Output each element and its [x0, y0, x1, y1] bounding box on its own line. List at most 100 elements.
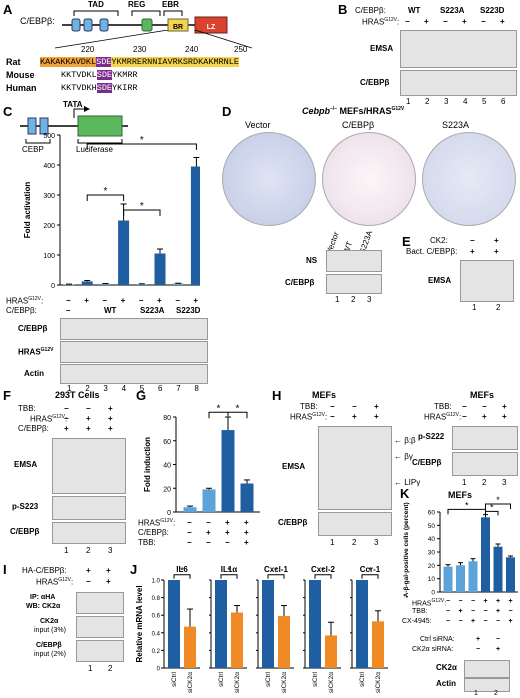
panel-g-bar-3 — [221, 430, 235, 512]
dish-label-s223a: S223A — [442, 120, 470, 130]
panel-h-lane-3: 3 — [374, 538, 379, 547]
panel-c-ytick-label-100: 100 — [43, 253, 55, 260]
panel-h-row-label-2: HRASG12V: — [290, 412, 328, 422]
panel-k-val-1-3: − — [471, 598, 476, 605]
panel-j-gene-4: Cxcl-2 — [311, 565, 336, 574]
panel-f-row-label-3: C/EBPβ: — [18, 424, 49, 433]
panel-j-gene-5: Ccr-1 — [360, 565, 381, 574]
panel-k-ck2a-label: CK2α — [436, 663, 457, 672]
panel-c-sig-1 — [86, 194, 125, 201]
panel-k-sirna-val-2-1: − — [476, 646, 481, 653]
panel-j-ctrl-bar-4 — [309, 580, 321, 668]
panel-k-sirna-val-1-1: + — [476, 636, 481, 643]
panel-i-cebpb-blot — [76, 640, 124, 662]
panel-g-ytick-label-80: 80 — [163, 415, 171, 422]
panel-i-input2-label: input (2%) — [34, 651, 66, 658]
panel-f-val-2-3: + — [108, 414, 113, 423]
panel-i-r2-1: − — [86, 577, 91, 586]
panel-c-luciferase-box-label: Luciferase — [76, 145, 113, 154]
panel-b-sign-1: − — [405, 17, 410, 26]
panel-c-lane-8: 8 — [194, 384, 199, 393]
panel-j-sig-star-4: * — [321, 566, 325, 576]
panel-h-right-cebpb-blot — [452, 452, 518, 476]
panel-label-k: K — [400, 486, 410, 501]
panel-b-row2-label: HRASG12V: — [362, 17, 400, 27]
panel-j-xlabel-ctrl-3: siCtrl — [265, 671, 272, 686]
panel-g-ytick-label-40: 40 — [163, 463, 171, 470]
panel-k-ytick-label-50: 50 — [428, 523, 436, 530]
panel-h-right-val-1-2: − — [482, 402, 487, 411]
panel-j-kd-bar-1 — [184, 626, 196, 668]
panel-f-cebpb-blot — [52, 522, 126, 544]
panel-g-ylabel: Fold induction — [143, 437, 152, 492]
panel-c-group-2: WT — [104, 306, 117, 315]
dish-label-cebpb: C/EBPβ — [342, 120, 375, 130]
panel-k-val-2-1: − — [446, 608, 451, 615]
panel-k-val-3-1: − — [446, 618, 451, 625]
panel-label-g: G — [136, 388, 147, 403]
panel-k-bar-5 — [493, 546, 503, 592]
panel-f-emsa-label: EMSA — [14, 460, 38, 469]
panel-g-ytick-label-60: 60 — [163, 439, 171, 446]
panel-c-bar-3 — [99, 283, 111, 285]
panel-g-val-1-3: + — [225, 518, 230, 527]
panel-i-lane-1: 1 — [88, 664, 93, 673]
panel-f-ps223-label: p-S223 — [12, 502, 39, 511]
panel-h-arrow-lipg: ← LIPγ — [394, 478, 421, 487]
panel-g-val-3-1: − — [187, 538, 192, 547]
panel-d-ns-blot — [326, 250, 382, 272]
panel-k-sirna-val-2-2: + — [496, 646, 501, 653]
panel-c-ytick-label-0: 0 — [51, 283, 55, 290]
panel-label-a: A — [3, 2, 13, 17]
panel-j-sig-3 — [267, 574, 285, 579]
dish-label-vector: Vector — [245, 120, 271, 130]
panel-b-sign-3: − — [443, 17, 448, 26]
panel-c-sig-2-star: * — [140, 201, 144, 212]
panel-i-row2-label: HRASG12V: — [36, 577, 74, 587]
panel-f-lane-1: 1 — [64, 546, 69, 555]
panel-h-lane-2: 2 — [352, 538, 357, 547]
panel-h-row-label-1: TBB: — [300, 402, 318, 411]
panel-c-lane-5: 5 — [139, 384, 145, 393]
panel-k-val-1-1: − — [446, 598, 451, 605]
panel-h-val-2-2: + — [352, 412, 357, 421]
panel-e-r2-1: + — [470, 247, 475, 256]
panel-j-ctrl-bar-5 — [356, 580, 368, 668]
panel-j-xlabel-ctrl-2: siCtrl — [218, 671, 225, 686]
panel-k-bar-3 — [468, 561, 478, 592]
panel-e-lane-1: 1 — [472, 303, 477, 312]
panel-f-val-2-2: + — [86, 414, 91, 423]
panel-b-lane-1: 1 — [406, 97, 411, 106]
panel-i-lane-2: 2 — [108, 664, 113, 673]
panel-k-ytick-label-20: 20 — [428, 563, 436, 570]
panel-k-bar-6 — [506, 557, 515, 592]
panel-h-right-lane-1: 1 — [462, 478, 467, 487]
panel-j-ytick-label-0.6: 0.6 — [152, 614, 161, 620]
panel-i-r2-2: + — [106, 577, 111, 586]
panel-d-ns-label: NS — [306, 256, 318, 265]
panel-j-xlabel-kd-1: siCK2α — [187, 672, 194, 693]
panel-g-val-2-3: + — [225, 528, 230, 537]
panel-k-val-1-2: − — [458, 598, 463, 605]
panel-c-sign-4: + — [120, 296, 126, 305]
panel-g-bar-chart: 0 20 40 60 80 Fold induction * * — [143, 403, 260, 517]
panel-g-sig-star-2: * — [236, 403, 240, 414]
domain-lz-label: LZ — [207, 24, 216, 31]
domain-tad-label: TAD — [88, 0, 104, 9]
panel-b-row1-label: C/EBPβ: — [355, 6, 386, 15]
panel-g-val-2-4: + — [244, 528, 249, 537]
panel-label-e: E — [402, 234, 411, 249]
panel-k-sig-star-2: * — [496, 496, 500, 505]
panel-d-title: Cebpb–/– MEFs/HRASG12V — [302, 106, 405, 116]
panel-b-sign-2: + — [424, 17, 429, 26]
panel-e-row2-label: Bact. C/EBPβ: — [406, 247, 458, 256]
panel-k-bar-2 — [456, 565, 465, 592]
panel-j-ctrl-bar-3 — [262, 580, 274, 668]
panel-c-bar-1 — [63, 284, 75, 285]
panel-k-lane-2: 2 — [494, 690, 498, 697]
panel-label-d: D — [222, 104, 232, 119]
dish-cebpb — [322, 132, 416, 226]
panel-b-emsa-blot — [400, 30, 517, 68]
panel-a-protein-label: C/EBPβ: — [20, 16, 55, 26]
panel-i-input3-label: input (3%) — [34, 627, 66, 634]
